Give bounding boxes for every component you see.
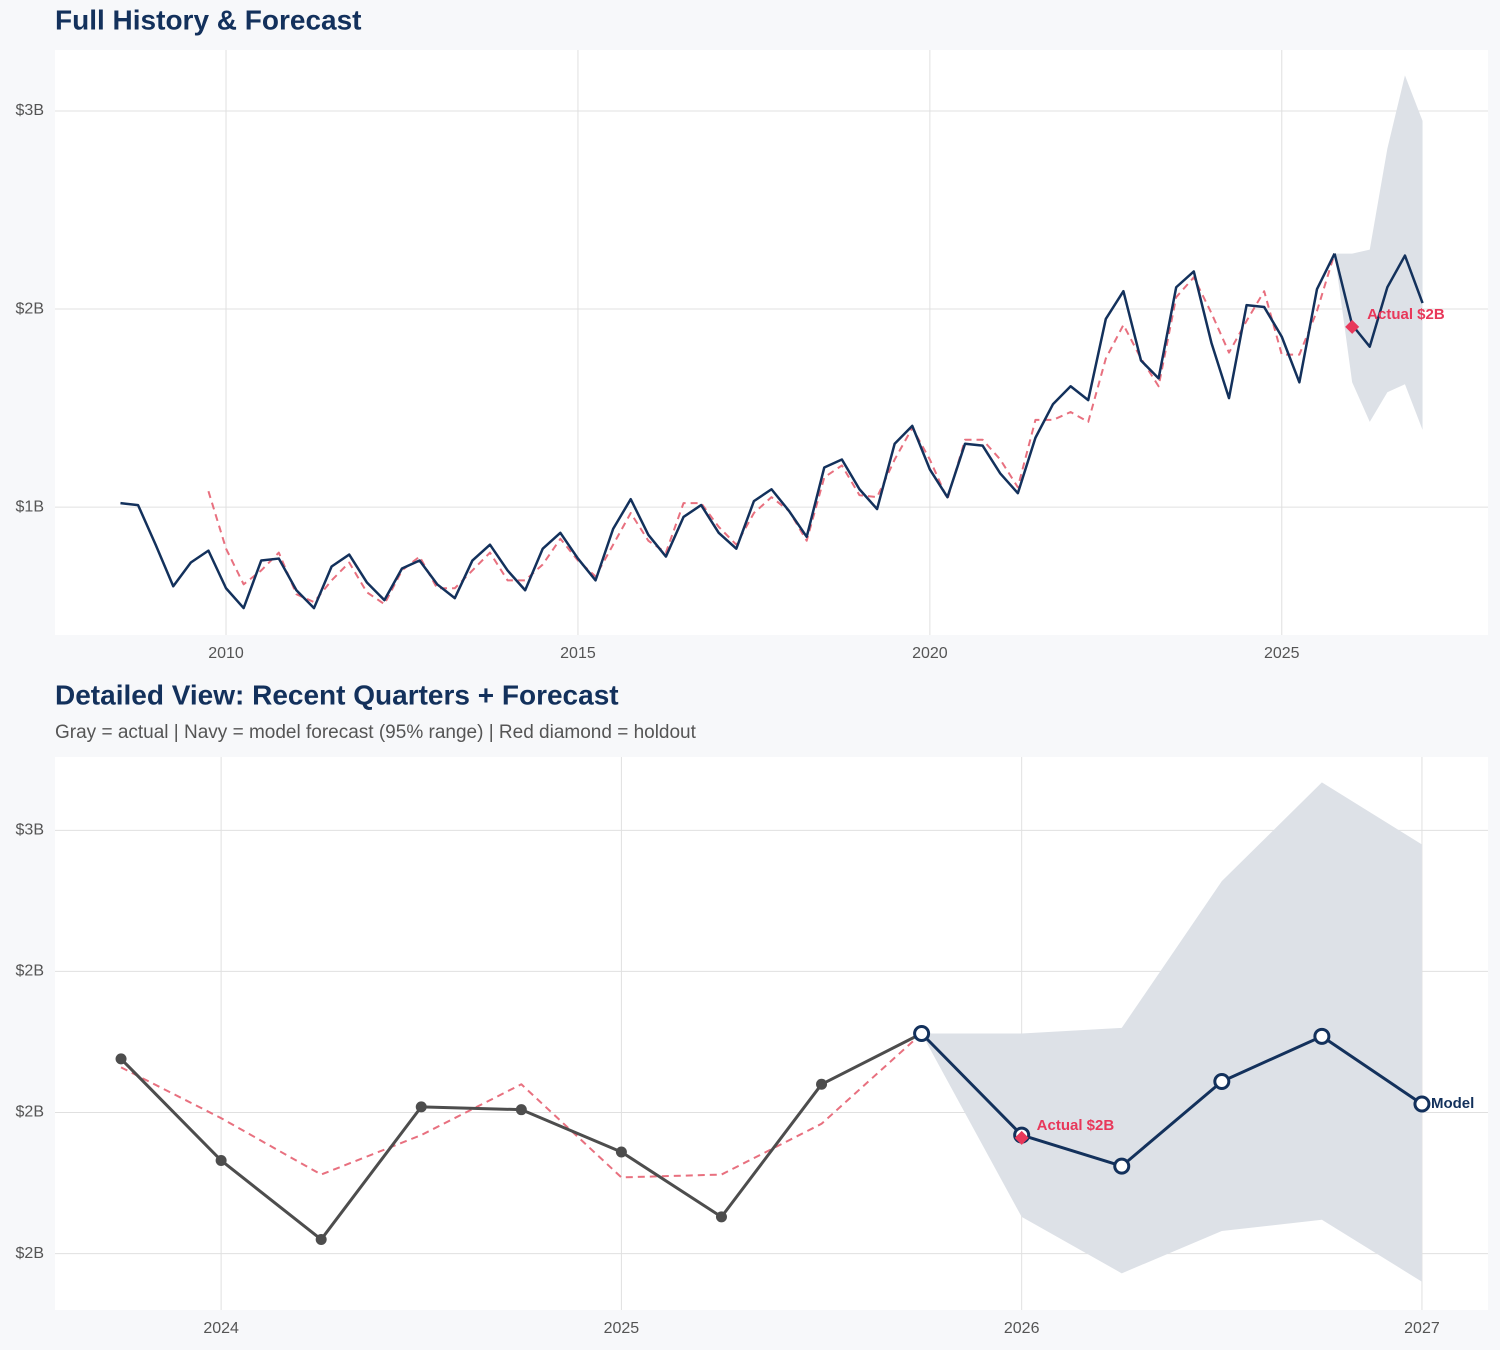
- holdout-label: Actual $2B: [1037, 1117, 1115, 1134]
- series-line: [120, 253, 1336, 610]
- data-point: [215, 1154, 227, 1166]
- x-tick-label: 2027: [1404, 1320, 1440, 1337]
- x-tick-label: 2025: [604, 1320, 640, 1337]
- x-tick-label: 2015: [560, 645, 596, 662]
- series-line: [1333, 253, 1424, 348]
- holdout-diamond: [1014, 1130, 1029, 1145]
- x-tick-label: 2020: [912, 645, 948, 662]
- y-tick-label: $1B: [16, 498, 44, 515]
- plot-area: [55, 50, 1488, 635]
- data-point: [1313, 1027, 1331, 1045]
- x-tick-label: 2025: [1264, 645, 1300, 662]
- series-line: [920, 1032, 1423, 1168]
- x-tick-label: 2024: [203, 1320, 239, 1337]
- x-tick-label: 2010: [208, 645, 244, 662]
- forecast-band: [1334, 75, 1423, 430]
- forecast-band: [921, 782, 1422, 1282]
- data-point: [515, 1104, 527, 1116]
- data-point: [1213, 1072, 1231, 1090]
- data-point: [315, 1233, 327, 1245]
- x-tick-label: 2026: [1004, 1320, 1040, 1337]
- series-line: [207, 253, 1336, 606]
- chart-title: Detailed View: Recent Quarters + Forecas…: [55, 679, 619, 710]
- series-end-label: Model: [1431, 1095, 1474, 1112]
- data-point: [1413, 1095, 1431, 1113]
- y-tick-label: $3B: [16, 822, 44, 839]
- y-tick-label: $3B: [16, 102, 44, 119]
- series-line: [120, 1032, 923, 1179]
- data-point: [615, 1146, 627, 1158]
- data-point: [913, 1025, 931, 1042]
- chart-subtitle: Gray = actual | Navy = model forecast (9…: [55, 722, 697, 743]
- data-point: [1113, 1157, 1131, 1175]
- chart-title: Full History & Forecast: [55, 4, 362, 35]
- data-point: [115, 1053, 127, 1065]
- holdout-diamond: [1345, 319, 1360, 334]
- y-tick-label: $2B: [16, 300, 44, 317]
- y-tick-label: $2B: [16, 1104, 44, 1121]
- data-point: [715, 1211, 727, 1223]
- data-point: [415, 1101, 427, 1113]
- data-point: [816, 1078, 828, 1090]
- y-tick-label: $2B: [16, 963, 44, 980]
- y-tick-label: $2B: [16, 1245, 44, 1262]
- holdout-label: Actual $2B: [1367, 306, 1445, 323]
